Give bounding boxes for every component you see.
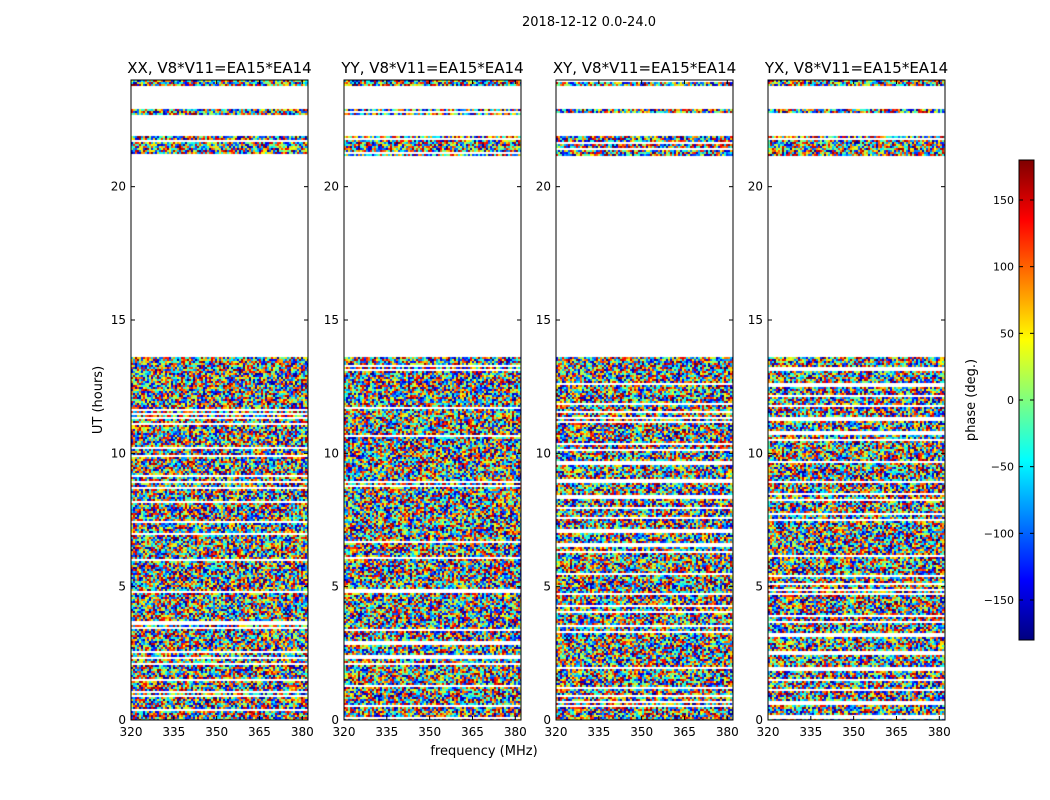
y-tick-label: 10 <box>748 446 763 460</box>
panel-1: XX, V8*V11=EA15*EA14 320 335 350 365 380 0 5 10 1… <box>111 59 314 739</box>
x-tick-label: 365 <box>461 725 484 739</box>
y-tick-label: 10 <box>324 446 339 460</box>
panel-4: YX, V8*V11=EA15*EA14 320 335 350 365 380 0 5 10 1… <box>748 59 951 739</box>
heatmap-cells <box>131 80 308 720</box>
x-tick-label: 365 <box>248 725 271 739</box>
x-tick-label: 365 <box>673 725 696 739</box>
y-tick-label: 20 <box>748 180 763 194</box>
figure-title: 2018-12-12 0.0-24.0 <box>522 15 656 30</box>
y-tick-label: 0 <box>543 713 551 727</box>
y-tick-label: 10 <box>536 446 551 460</box>
y-tick-label: 15 <box>111 313 126 327</box>
y-tick-label: 20 <box>111 180 126 194</box>
panel-title: XX, V8*V11=EA15*EA14 <box>127 59 311 77</box>
colorbar-tick-label: 150 <box>993 194 1014 207</box>
x-tick-label: 335 <box>162 725 185 739</box>
y-tick-label: 5 <box>543 580 551 594</box>
panel-frame <box>130 79 309 721</box>
colorbar-tick-label: −100 <box>984 527 1014 540</box>
y-tick-label: 0 <box>118 713 126 727</box>
x-tick-label: 320 <box>333 725 356 739</box>
y-tick-label: 15 <box>536 313 551 327</box>
panel-title: YY, V8*V11=EA15*EA14 <box>340 59 523 77</box>
x-axis-label: frequency (MHz) <box>430 744 537 759</box>
y-tick-label: 10 <box>111 446 126 460</box>
x-tick-label: 350 <box>418 725 441 739</box>
x-tick-label: 320 <box>545 725 568 739</box>
x-tick-label: 320 <box>757 725 780 739</box>
colorbar-label: phase (deg.) <box>964 359 979 441</box>
colorbar-tick-label: 0 <box>1007 394 1014 407</box>
x-tick-label: 380 <box>504 725 527 739</box>
panel-title: XY, V8*V11=EA15*EA14 <box>553 59 736 77</box>
colorbar-tick-label: −50 <box>991 461 1014 474</box>
x-tick-label: 335 <box>375 725 398 739</box>
y-tick-label: 15 <box>748 313 763 327</box>
panels-group: XX, V8*V11=EA15*EA14 320 335 350 365 380 0 5 10 1… <box>111 59 951 739</box>
panel-2: YY, V8*V11=EA15*EA14 320 335 350 365 380 0 5 10 1… <box>324 59 527 739</box>
y-tick-label: 5 <box>331 580 339 594</box>
x-tick-label: 365 <box>885 725 908 739</box>
colorbar-tick-label: 100 <box>993 261 1014 274</box>
y-tick-label: 5 <box>118 580 126 594</box>
y-tick-label: 0 <box>331 713 339 727</box>
x-tick-label: 350 <box>630 725 653 739</box>
x-tick-label: 320 <box>120 725 143 739</box>
panel-frame <box>555 79 734 721</box>
colorbar: 150 100 50 0 −50 −100 −150 <box>984 159 1035 641</box>
y-tick-label: 20 <box>324 180 339 194</box>
colorbar-tick-label: 50 <box>1000 327 1014 340</box>
panel-title: YX, V8*V11=EA15*EA14 <box>764 59 948 77</box>
x-tick-label: 380 <box>291 725 314 739</box>
heatmap-cells <box>768 80 945 720</box>
y-tick-label: 5 <box>755 580 763 594</box>
panel-frame <box>767 79 946 721</box>
x-tick-label: 380 <box>716 725 739 739</box>
y-tick-label: 20 <box>536 180 551 194</box>
x-tick-label: 350 <box>205 725 228 739</box>
x-tick-label: 350 <box>842 725 865 739</box>
y-axis-label: UT (hours) <box>91 366 106 434</box>
heatmap-cells <box>344 80 521 720</box>
colorbar-tick-label: −150 <box>984 594 1014 607</box>
panel-3: XY, V8*V11=EA15*EA14 320 335 350 365 380 0 5 10 1… <box>536 59 739 739</box>
y-tick-label: 0 <box>755 713 763 727</box>
x-tick-label: 335 <box>587 725 610 739</box>
panel-frame <box>343 79 522 721</box>
heatmap-cells <box>556 80 733 720</box>
x-tick-label: 380 <box>928 725 951 739</box>
y-tick-label: 15 <box>324 313 339 327</box>
x-tick-label: 335 <box>799 725 822 739</box>
